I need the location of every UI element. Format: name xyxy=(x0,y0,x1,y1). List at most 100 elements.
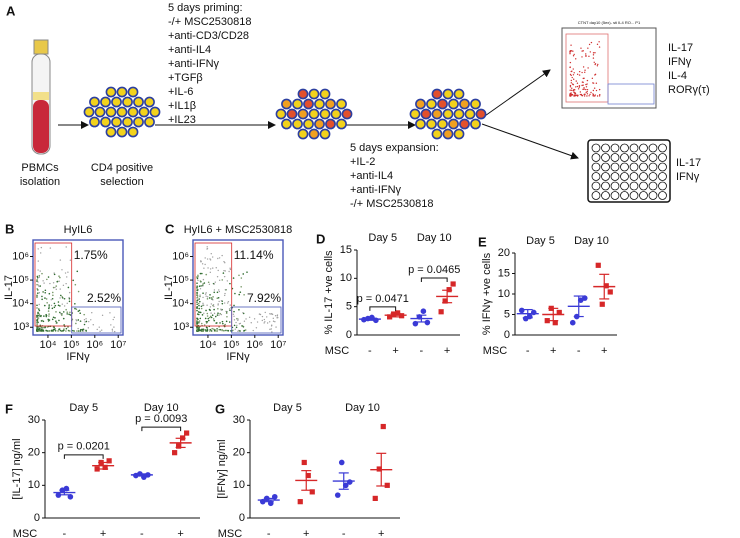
event-dot xyxy=(197,302,200,305)
event-dot xyxy=(90,319,92,321)
thumb-dot xyxy=(590,91,592,94)
data-point xyxy=(607,289,613,295)
event-dot xyxy=(196,322,198,325)
event-dot xyxy=(199,272,202,275)
group-label: Day 5 xyxy=(526,235,555,247)
event-dot xyxy=(202,278,205,281)
thumb-dot xyxy=(569,73,572,76)
event-dot xyxy=(42,320,45,323)
event-dot xyxy=(63,324,65,326)
event-dot xyxy=(243,320,246,322)
event-dot xyxy=(197,330,200,332)
event-dot xyxy=(208,316,211,319)
event-dot xyxy=(44,297,46,299)
event-dot xyxy=(221,328,223,331)
event-dot xyxy=(215,330,217,332)
event-dot xyxy=(45,329,47,332)
thumb-dot xyxy=(571,76,573,79)
significance-bracket xyxy=(141,426,182,432)
event-dot xyxy=(196,291,198,294)
thumb-dot xyxy=(572,68,574,70)
event-dot xyxy=(41,295,43,298)
well xyxy=(639,191,648,200)
event-dot xyxy=(229,268,232,271)
event-dot xyxy=(101,314,104,317)
panel-label: G xyxy=(215,401,225,416)
event-dot xyxy=(243,293,245,296)
event-dot xyxy=(83,313,86,316)
thumb-dot xyxy=(576,82,579,84)
thumb-dot xyxy=(572,89,575,91)
event-dot xyxy=(66,311,69,313)
plot-frame xyxy=(32,239,124,336)
event-dot xyxy=(264,311,266,314)
event-dot xyxy=(38,276,40,278)
thumb-dot xyxy=(574,92,576,94)
event-dot xyxy=(226,302,229,304)
cell xyxy=(453,128,465,140)
y-axis-label: [IFNγ] ng/ml xyxy=(216,439,228,498)
cell xyxy=(94,106,106,118)
event-dot xyxy=(211,256,214,258)
event-dot xyxy=(217,296,220,299)
event-dot xyxy=(205,273,208,276)
event-dot xyxy=(206,298,209,300)
event-dot xyxy=(68,313,70,316)
data-point xyxy=(172,450,178,456)
arrow xyxy=(481,69,551,119)
cell xyxy=(431,128,443,140)
thumb-dot xyxy=(580,93,583,96)
thumb-dot xyxy=(581,84,583,87)
thumb-dot xyxy=(576,73,579,76)
well xyxy=(620,162,629,172)
category-label: + xyxy=(601,345,607,357)
y-tick-label: 10⁶ xyxy=(12,250,29,262)
event-dot xyxy=(233,324,236,327)
event-dot xyxy=(198,307,200,310)
event-dot xyxy=(51,307,54,310)
thumb-dot xyxy=(578,85,581,87)
event-dot xyxy=(213,305,215,308)
thumb-dot xyxy=(598,41,600,43)
event-dot xyxy=(218,290,221,293)
thumb-dot xyxy=(588,95,590,97)
event-dot xyxy=(252,329,254,332)
event-dot xyxy=(196,326,199,328)
event-dot xyxy=(218,314,220,316)
error-bar xyxy=(364,317,375,321)
event-dot xyxy=(37,281,39,283)
event-dot xyxy=(213,289,216,291)
y-tick-label: 10 xyxy=(28,479,40,491)
event-dot xyxy=(85,318,87,320)
event-dot xyxy=(77,310,80,312)
thumb-dot xyxy=(593,87,596,89)
data-point xyxy=(309,489,315,495)
event-dot xyxy=(208,308,211,311)
readout: IL-17 xyxy=(676,157,701,169)
category-label: + xyxy=(177,528,183,538)
event-dot xyxy=(203,267,205,269)
thumb-dot xyxy=(573,72,575,74)
thumb-dot xyxy=(575,86,577,88)
event-dot xyxy=(57,304,60,307)
event-dot xyxy=(199,295,201,298)
readout: IFNγ xyxy=(668,56,692,68)
event-dot xyxy=(245,318,247,320)
event-dot xyxy=(43,326,45,329)
event-dot xyxy=(46,330,49,332)
event-dot xyxy=(196,296,199,299)
gate xyxy=(34,242,73,327)
y-tick-label: 20 xyxy=(233,447,245,459)
cell xyxy=(459,98,470,110)
event-dot xyxy=(49,247,52,249)
event-dot xyxy=(203,324,206,326)
y-tick-label: 0 xyxy=(504,329,510,341)
event-dot xyxy=(206,304,208,306)
thumb-dot xyxy=(578,70,581,73)
p-value: p = 0.0471 xyxy=(357,293,409,305)
event-dot xyxy=(47,318,50,321)
data-point xyxy=(438,309,444,315)
event-dot xyxy=(77,290,80,293)
event-dot xyxy=(268,321,271,323)
error-bar xyxy=(390,312,401,318)
